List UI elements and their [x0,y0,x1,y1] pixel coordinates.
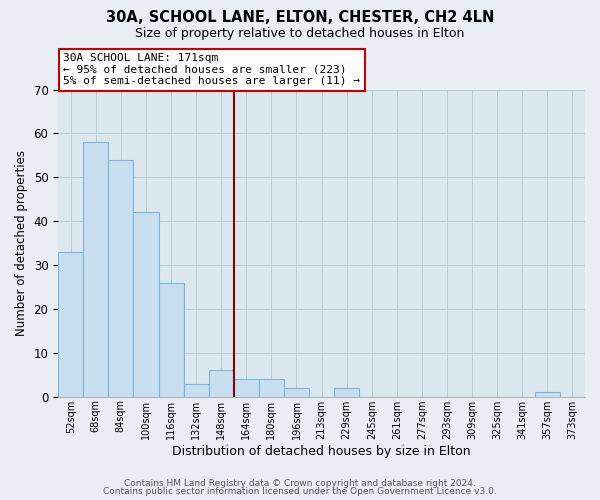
Bar [109,160,133,396]
Bar [83,142,109,397]
Bar [58,252,83,396]
Text: Contains public sector information licensed under the Open Government Licence v3: Contains public sector information licen… [103,487,497,496]
Bar [535,392,560,396]
Bar [234,379,259,396]
Bar [209,370,234,396]
Bar [184,384,209,396]
Bar [133,212,158,396]
Text: 30A SCHOOL LANE: 171sqm
← 95% of detached houses are smaller (223)
5% of semi-de: 30A SCHOOL LANE: 171sqm ← 95% of detache… [64,54,361,86]
Bar [259,379,284,396]
Text: Size of property relative to detached houses in Elton: Size of property relative to detached ho… [136,28,464,40]
Text: Contains HM Land Registry data © Crown copyright and database right 2024.: Contains HM Land Registry data © Crown c… [124,478,476,488]
Bar [284,388,309,396]
Text: 30A, SCHOOL LANE, ELTON, CHESTER, CH2 4LN: 30A, SCHOOL LANE, ELTON, CHESTER, CH2 4L… [106,10,494,25]
Y-axis label: Number of detached properties: Number of detached properties [15,150,28,336]
Bar [334,388,359,396]
Bar [158,282,184,397]
X-axis label: Distribution of detached houses by size in Elton: Distribution of detached houses by size … [172,444,471,458]
